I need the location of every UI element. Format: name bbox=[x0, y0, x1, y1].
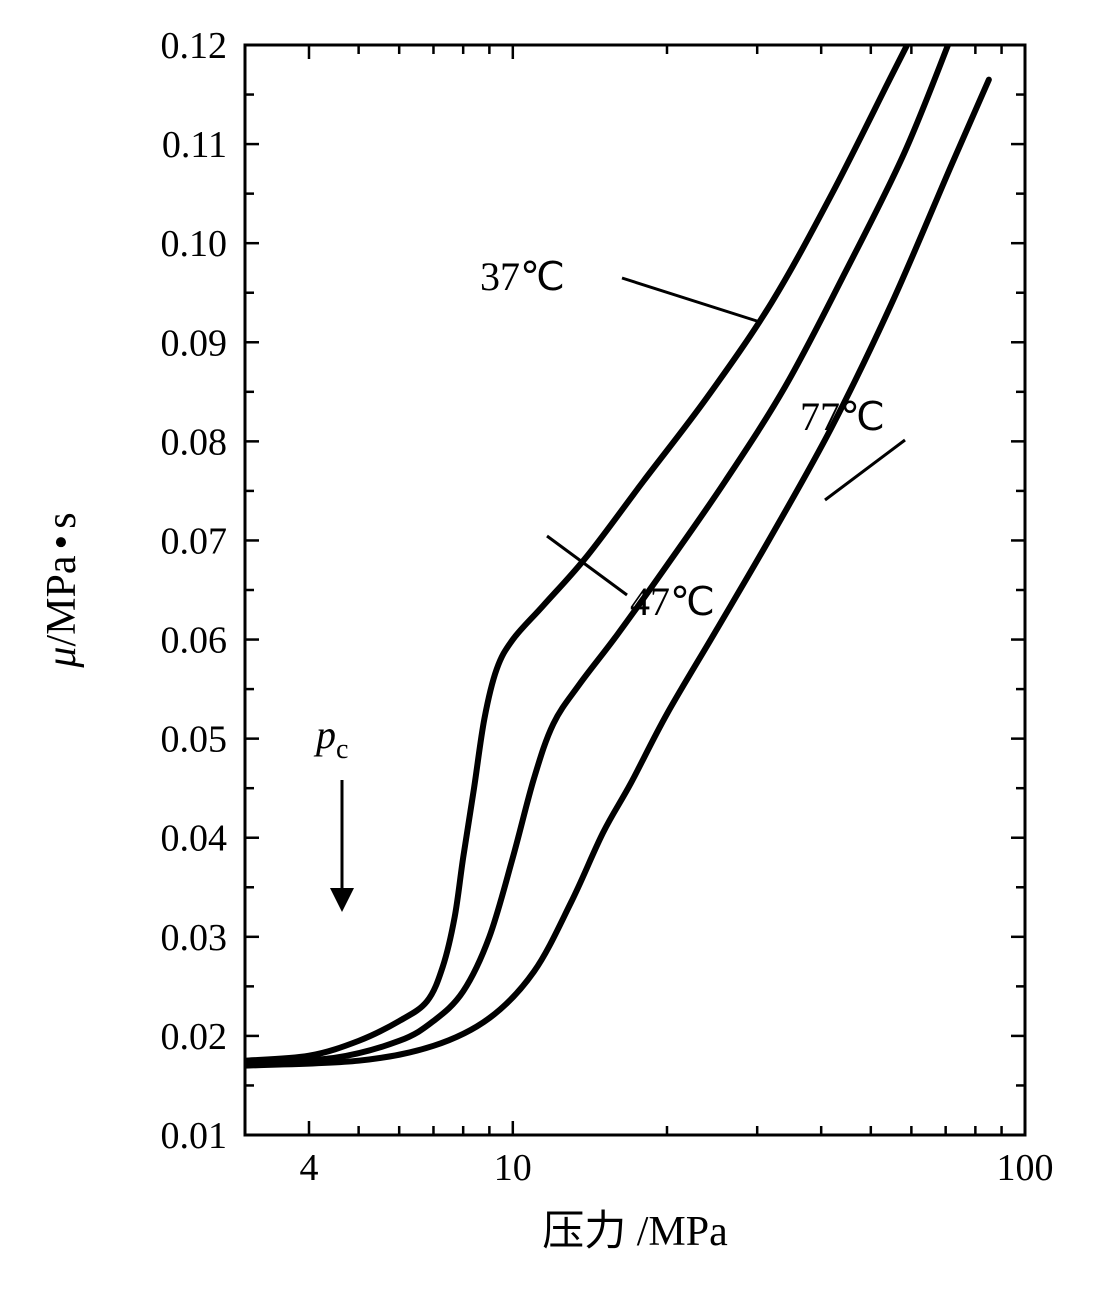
y-tick-label: 0.08 bbox=[161, 421, 228, 463]
y-tick-label: 0.05 bbox=[161, 719, 228, 761]
label-47c: 47℃ bbox=[630, 579, 715, 624]
y-tick-label: 0.11 bbox=[162, 124, 227, 166]
y-axis-label: μ/MPa•s bbox=[39, 512, 85, 668]
y-tick-label: 0.07 bbox=[161, 520, 228, 562]
y-tick-label: 0.10 bbox=[161, 223, 228, 265]
line-chart: 0.01 0.02 0.03 0.04 0.05 0.06 0.07 0.08 0.09 0.10… bbox=[0, 0, 1107, 1305]
label-77c: 77℃ bbox=[800, 394, 885, 439]
y-tick-label: 0.12 bbox=[161, 25, 228, 67]
x-tick-label: 10 bbox=[494, 1147, 532, 1189]
y-tick-label: 0.06 bbox=[161, 620, 228, 662]
x-axis-label: 压力 /MPa bbox=[542, 1209, 728, 1255]
chart-container: 0.01 0.02 0.03 0.04 0.05 0.06 0.07 0.08 0.09 0.10… bbox=[0, 0, 1107, 1305]
label-37c: 37℃ bbox=[480, 254, 565, 299]
x-tick-label: 4 bbox=[299, 1147, 318, 1189]
y-tick-label: 0.04 bbox=[161, 818, 228, 860]
y-tick-label: 0.02 bbox=[161, 1016, 228, 1058]
y-tick-label: 0.01 bbox=[161, 1115, 228, 1157]
y-tick-label: 0.09 bbox=[161, 322, 228, 364]
y-tick-label: 0.03 bbox=[161, 917, 228, 959]
x-tick-label: 100 bbox=[997, 1147, 1054, 1189]
